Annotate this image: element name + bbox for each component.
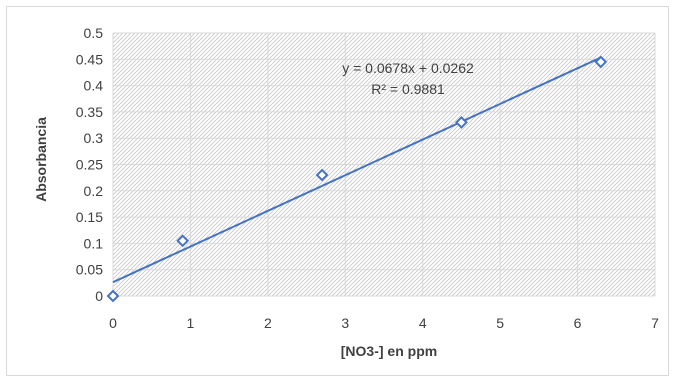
x-tick-label: 2 — [264, 315, 272, 331]
x-tick-label: 7 — [651, 315, 659, 331]
y-tick-label: 0 — [95, 288, 103, 304]
x-axis-title: [NO3-] en ppm — [341, 343, 437, 359]
y-tick-label: 0.35 — [76, 104, 103, 120]
y-tick-label: 0.45 — [76, 51, 103, 67]
y-tick-label: 0.3 — [84, 130, 104, 146]
data-point — [315, 168, 329, 182]
x-tick-label: 5 — [496, 315, 504, 331]
y-tick-label: 0.1 — [84, 235, 104, 251]
trendline-equation-label: y = 0.0678x + 0.0262 — [342, 60, 474, 76]
x-tick-label: 0 — [109, 315, 117, 331]
data-point — [594, 55, 608, 69]
trendline-r-squared-label: R² = 0.9881 — [371, 81, 445, 97]
data-point — [106, 289, 120, 303]
data-point — [176, 234, 190, 248]
y-tick-label: 0.05 — [76, 262, 103, 278]
y-axis-title: Absorbancia — [33, 117, 49, 202]
y-tick-label: 0.5 — [84, 25, 104, 41]
data-point — [455, 116, 468, 129]
x-tick-label: 3 — [341, 315, 349, 331]
x-tick-label: 1 — [187, 315, 195, 331]
trendline — [112, 56, 602, 284]
y-tick-label: 0.25 — [76, 157, 103, 173]
x-tick-label: 4 — [419, 315, 427, 331]
x-tick-label: 6 — [574, 315, 582, 331]
y-tick-label: 0.4 — [84, 78, 104, 94]
y-tick-label: 0.2 — [84, 183, 104, 199]
y-tick-label: 0.15 — [76, 209, 103, 225]
